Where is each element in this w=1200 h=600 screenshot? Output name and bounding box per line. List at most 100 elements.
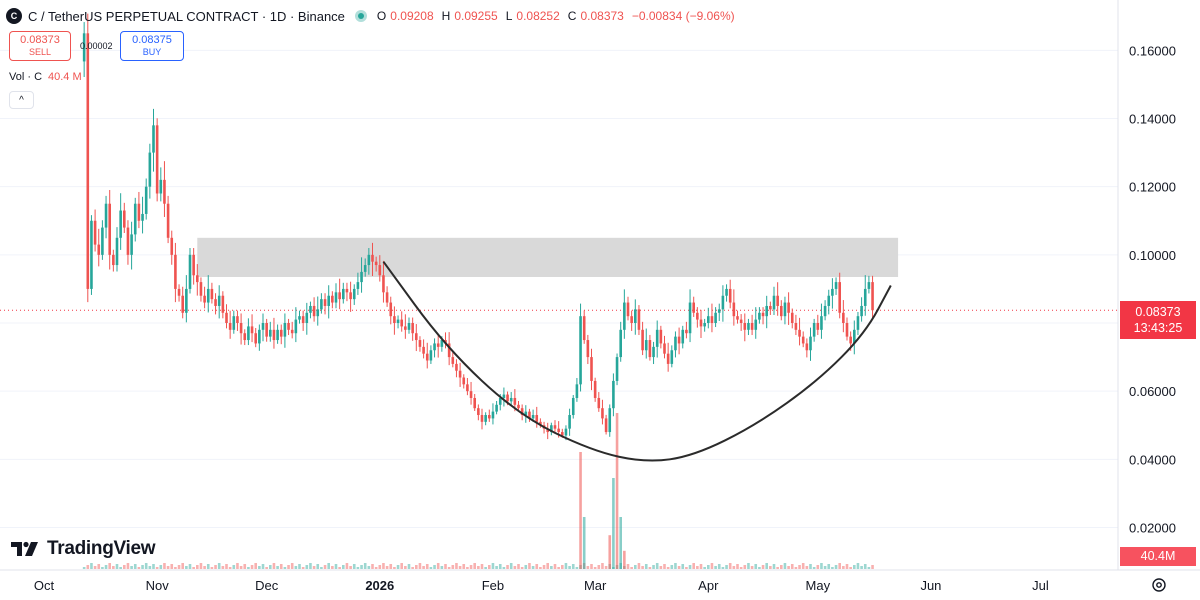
collapse-legend-button[interactable]: ^ — [9, 91, 34, 109]
candle-body — [480, 415, 484, 422]
volume-bar — [575, 567, 579, 569]
volume-bar — [860, 566, 863, 569]
volume-bar — [856, 563, 860, 569]
candle-body — [754, 319, 758, 330]
volume-bar — [506, 565, 509, 569]
candle-body — [550, 425, 553, 433]
volume-value: 40.4 M — [48, 71, 82, 83]
volume-bar — [663, 564, 666, 569]
candle-body — [743, 323, 747, 330]
volume-bar — [155, 567, 159, 569]
volume-bar — [130, 566, 133, 569]
volume-bar — [144, 563, 148, 569]
volume-bar — [597, 565, 601, 569]
volume-bar — [725, 565, 728, 569]
candle-body — [312, 305, 316, 317]
sell-button[interactable]: 0.08373 SELL — [9, 31, 71, 61]
candle-body — [458, 370, 462, 378]
settings-gear-icon[interactable] — [1151, 577, 1167, 593]
candle-body — [827, 295, 831, 306]
symbol-icon[interactable]: C — [6, 8, 22, 24]
candle-body — [261, 323, 265, 330]
symbol-title[interactable]: C / TetherUS PERPETUAL CONTRACT · 1D · B… — [28, 8, 345, 24]
volume-bar — [728, 563, 732, 569]
tradingview-logo[interactable]: TradingView — [11, 538, 156, 560]
volume-bar — [393, 567, 396, 569]
candle-body — [455, 363, 458, 371]
candle-body — [710, 316, 714, 323]
volume-bar — [688, 565, 692, 569]
candle-body — [144, 186, 148, 214]
candle-body — [831, 288, 834, 296]
volume-bar — [152, 564, 155, 569]
candle-body — [345, 288, 349, 293]
candle-body — [327, 295, 330, 306]
volume-bar — [845, 564, 849, 569]
volume-bar — [480, 564, 484, 569]
candle-body — [214, 299, 217, 306]
volume-legend[interactable]: Vol · C 40.4 M — [9, 71, 82, 83]
candle-body — [484, 415, 487, 422]
volume-bar — [739, 567, 743, 569]
volume-bar — [469, 565, 473, 569]
candle-body — [225, 312, 228, 323]
volume-bar — [710, 563, 714, 569]
volume-bar — [188, 564, 192, 569]
volume-bar — [542, 565, 546, 569]
volume-bar — [842, 566, 845, 569]
volume-bar — [787, 566, 790, 569]
candle-body — [641, 329, 644, 351]
candle-body — [338, 292, 341, 300]
volume-bar — [447, 567, 451, 569]
volume-bar — [827, 564, 831, 569]
volume-bar — [411, 567, 414, 569]
volume-bar — [805, 566, 809, 569]
candle-body — [298, 316, 301, 320]
candle-body — [192, 254, 195, 276]
candle-body — [860, 305, 863, 317]
candle-body — [407, 323, 411, 330]
volume-bar — [655, 563, 659, 569]
volume-bar — [239, 566, 243, 569]
candle-body — [769, 305, 772, 310]
candle-body — [265, 323, 268, 337]
volume-bar — [199, 563, 203, 569]
candle-body — [608, 408, 612, 433]
volume-bar — [659, 566, 663, 569]
candle-body — [188, 254, 192, 289]
volume-bar — [867, 567, 871, 569]
candle-body — [736, 316, 739, 320]
volume-bar — [331, 566, 334, 569]
candle-body — [97, 244, 101, 255]
tradingview-logo-text: TradingView — [47, 538, 156, 559]
candle-body — [250, 326, 254, 334]
candle-body — [433, 343, 436, 351]
volume-bar — [604, 566, 608, 569]
volume-bar — [148, 566, 152, 569]
volume-bar — [743, 565, 747, 569]
x-tick-label: Mar — [584, 578, 607, 593]
volume-bar — [670, 565, 674, 569]
cup-curve — [382, 261, 892, 462]
volume-bar — [422, 566, 425, 569]
volume-bar — [250, 565, 254, 569]
y-tick-label: 0.02000 — [1129, 520, 1176, 535]
candle-body — [652, 346, 655, 358]
volume-bar — [801, 563, 805, 569]
volume-bar — [520, 567, 524, 569]
volume-bar — [316, 564, 320, 569]
buy-button[interactable]: 0.08375 BUY — [120, 31, 184, 61]
candle-body — [498, 397, 502, 405]
volume-bar — [433, 565, 436, 569]
candle-body — [320, 299, 323, 310]
volume-bar — [696, 566, 699, 569]
candle-body — [772, 295, 776, 310]
candle-body — [601, 408, 604, 419]
volume-bar — [488, 565, 491, 569]
candle-body — [382, 275, 385, 293]
candle-body — [356, 282, 360, 289]
candle-body — [371, 254, 374, 262]
volume-bar — [513, 566, 517, 569]
volume-bar — [90, 563, 93, 569]
